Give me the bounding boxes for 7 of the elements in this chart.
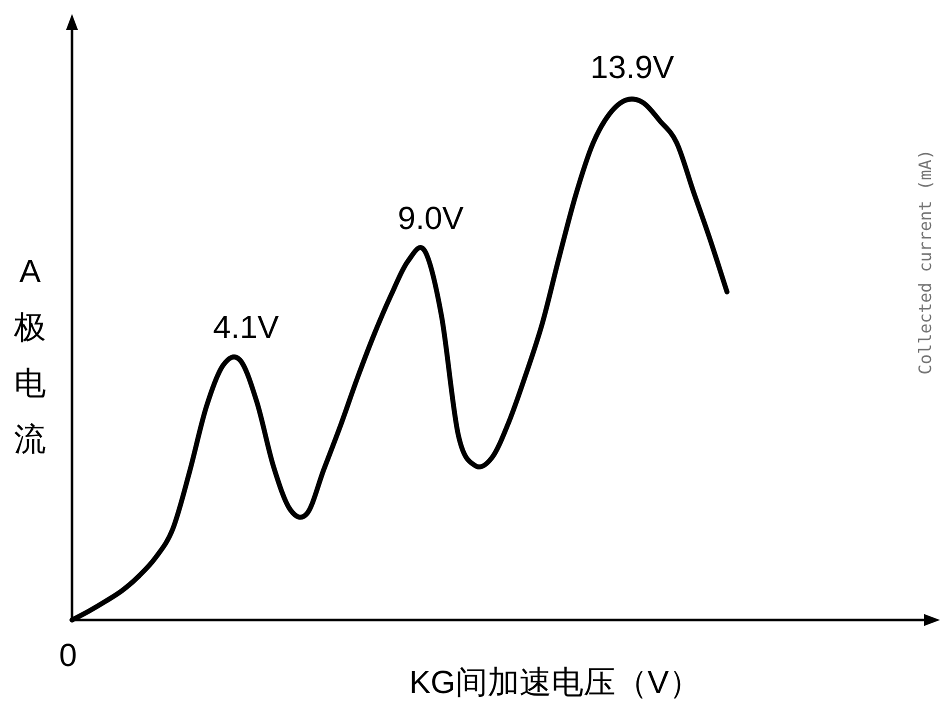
- y-axis-title: A极电流: [13, 253, 46, 457]
- annotation: 4.1V: [213, 309, 280, 345]
- annotation: 0: [59, 637, 77, 673]
- annotation: 13.9V: [590, 49, 675, 85]
- text: Collected current (mA): [916, 149, 936, 375]
- annotation: 9.0V: [398, 200, 464, 236]
- x-axis-title: KG间加速电压（V）: [409, 664, 701, 700]
